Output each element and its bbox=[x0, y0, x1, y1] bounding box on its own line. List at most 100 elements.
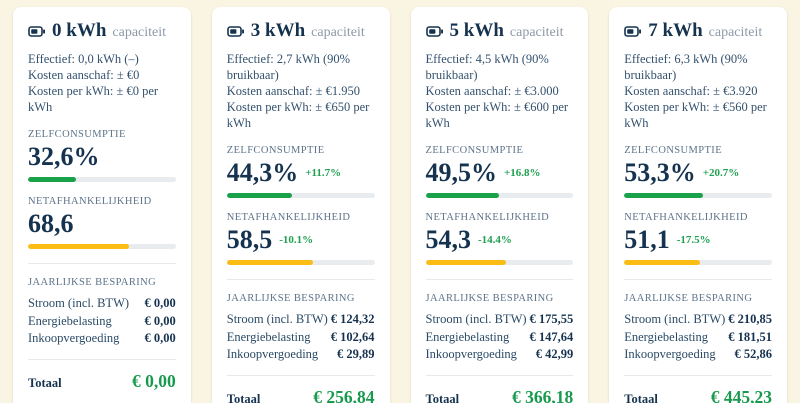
inkoopvergoeding-row: Inkoopvergoeding € 42,99 bbox=[426, 347, 574, 363]
inkoopvergoeding-label: Inkoopvergoeding bbox=[425, 347, 517, 361]
stroom-label: Stroom (incl. BTW) bbox=[226, 312, 328, 326]
effectief-line: Effectief: 6,3 kWh (90% bruikbaar) bbox=[624, 52, 748, 82]
capacity-card-0kwh: 0 kWh capaciteit Effectief: 0,0 kWh (–) … bbox=[13, 7, 191, 403]
energiebelasting-row: Energiebelasting € 147,64 bbox=[426, 330, 574, 346]
netafhankelijkheid-label: NETAFHANKELIJKHEID bbox=[226, 212, 351, 223]
inkoopvergoeding-row: Inkoopvergoeding € 0,00 bbox=[28, 331, 176, 347]
card-header: 0 kWh capaciteit bbox=[28, 20, 176, 42]
zelfconsumptie-label: ZELFCONSUMPTIE bbox=[624, 145, 723, 156]
jaarlijkse-besparing-label: JAARLIJKSE BESPARING bbox=[28, 277, 157, 288]
capacity-card-7kwh: 7 kWh capaciteit Effectief: 6,3 kWh (90%… bbox=[609, 7, 787, 403]
card-header: 3 kWh capaciteit bbox=[226, 20, 375, 42]
zelfconsumptie-label: ZELFCONSUMPTIE bbox=[425, 145, 524, 156]
stroom-label: Stroom (incl. BTW) bbox=[28, 296, 130, 310]
stroom-value: € 124,32 bbox=[330, 312, 375, 326]
stroom-value: € 210,85 bbox=[728, 312, 772, 326]
capacity-card-5kwh: 5 kWh capaciteit Effectief: 4,5 kWh (90%… bbox=[410, 7, 589, 403]
stroom-row: Stroom (incl. BTW) € 210,85 bbox=[624, 312, 772, 328]
netafhankelijkheid-progress-bar bbox=[624, 260, 772, 265]
stroom-label: Stroom (incl. BTW) bbox=[425, 312, 527, 326]
netafhankelijkheid-value: 51,1 bbox=[624, 225, 670, 254]
zelfconsumptie-progress-bar bbox=[624, 193, 772, 198]
energiebelasting-row: Energiebelasting € 0,00 bbox=[28, 314, 176, 330]
totaal-label: Totaal bbox=[226, 391, 261, 403]
totaal-label: Totaal bbox=[425, 391, 460, 403]
netafhankelijkheid-value: 68,6 bbox=[28, 209, 74, 238]
effectief-line: Effectief: 4,5 kWh (90% bruikbaar) bbox=[425, 52, 549, 82]
stroom-value: € 0,00 bbox=[144, 296, 176, 310]
totaal-value: € 445,23 bbox=[710, 386, 772, 403]
divider bbox=[425, 279, 574, 280]
stroom-row: Stroom (incl. BTW) € 0,00 bbox=[28, 296, 176, 312]
card-header: 5 kWh capaciteit bbox=[425, 20, 574, 42]
netafhankelijkheid-delta: -10.1% bbox=[279, 234, 314, 246]
kosten-aanschaf-line: Kosten aanschaf: ± €1.950 bbox=[226, 84, 360, 98]
totaal-row: Totaal € 0,00 bbox=[28, 371, 176, 392]
zelfconsumptie-value: 53,3% bbox=[624, 158, 696, 187]
totaal-row: Totaal € 445,23 bbox=[624, 387, 772, 403]
zelfconsumptie-label: ZELFCONSUMPTIE bbox=[28, 129, 126, 140]
inkoopvergoeding-value: € 52,86 bbox=[734, 347, 773, 361]
divider bbox=[226, 374, 375, 376]
divider bbox=[425, 374, 574, 376]
netafhankelijkheid-value: 54,3 bbox=[425, 225, 472, 254]
kosten-per-kwh-line: Kosten per kWh: ± €560 per kWh bbox=[624, 100, 767, 130]
battery-icon bbox=[624, 25, 643, 37]
kosten-aanschaf-line: Kosten aanschaf: ± €3.000 bbox=[425, 84, 559, 98]
capacity-suffix: capaciteit bbox=[509, 25, 564, 40]
zelfconsumptie-value: 32,6% bbox=[28, 142, 100, 171]
netafhankelijkheid-delta: -14.4% bbox=[478, 234, 512, 246]
capacity-suffix: capaciteit bbox=[311, 25, 365, 40]
inkoopvergoeding-value: € 0,00 bbox=[144, 331, 176, 345]
energiebelasting-value: € 181,51 bbox=[728, 329, 772, 344]
zelfconsumptie-progress-bar bbox=[425, 193, 574, 198]
zelfconsumptie-delta: +20.7% bbox=[702, 167, 740, 179]
battery-icon bbox=[28, 25, 46, 37]
netafhankelijkheid-label: NETAFHANKELIJKHEID bbox=[28, 196, 152, 207]
kosten-per-kwh-line: Kosten per kWh: ± €650 per kWh bbox=[226, 100, 370, 130]
energiebelasting-label: Energiebelasting bbox=[226, 329, 311, 344]
effectief-line: Effectief: 2,7 kWh (90% bruikbaar) bbox=[226, 52, 351, 82]
totaal-row: Totaal € 256,84 bbox=[227, 387, 375, 403]
stroom-value: € 175,55 bbox=[529, 312, 574, 326]
zelfconsumptie-delta: +16.8% bbox=[504, 167, 541, 179]
netafhankelijkheid-value: 58,5 bbox=[226, 225, 273, 254]
stroom-label: Stroom (incl. BTW) bbox=[624, 312, 726, 326]
totaal-value: € 256,84 bbox=[313, 386, 375, 403]
zelfconsumptie-value: 49,5% bbox=[425, 158, 498, 187]
capacity-card-3kwh: 3 kWh capaciteit Effectief: 2,7 kWh (90%… bbox=[211, 7, 390, 403]
totaal-value: € 0,00 bbox=[132, 370, 176, 391]
kosten-aanschaf-line: Kosten aanschaf: ± €0 bbox=[28, 68, 140, 82]
totaal-label: Totaal bbox=[624, 391, 658, 403]
stroom-row: Stroom (incl. BTW) € 124,32 bbox=[227, 312, 375, 328]
netafhankelijkheid-label: NETAFHANKELIJKHEID bbox=[425, 212, 550, 223]
kosten-aanschaf-line: Kosten aanschaf: ± €3.920 bbox=[624, 84, 758, 98]
totaal-row: Totaal € 366,18 bbox=[426, 387, 574, 403]
divider bbox=[28, 358, 176, 360]
zelfconsumptie-progress-bar bbox=[226, 193, 375, 198]
inkoopvergoeding-row: Inkoopvergoeding € 52,86 bbox=[624, 347, 772, 363]
totaal-value: € 366,18 bbox=[512, 386, 574, 403]
jaarlijkse-besparing-label: JAARLIJKSE BESPARING bbox=[624, 293, 753, 304]
capacity-value: 7 kWh bbox=[648, 20, 703, 41]
card-header: 7 kWh capaciteit bbox=[624, 20, 772, 42]
energiebelasting-row: Energiebelasting € 181,51 bbox=[624, 330, 772, 346]
effectief-line: Effectief: 0,0 kWh (–) bbox=[28, 52, 139, 66]
battery-icon bbox=[425, 25, 444, 37]
jaarlijkse-besparing-label: JAARLIJKSE BESPARING bbox=[425, 293, 554, 304]
capacity-value: 0 kWh bbox=[52, 20, 107, 41]
stroom-row: Stroom (incl. BTW) € 175,55 bbox=[426, 312, 574, 328]
zelfconsumptie-delta: +11.7% bbox=[305, 167, 342, 179]
energiebelasting-label: Energiebelasting bbox=[624, 329, 709, 344]
zelfconsumptie-progress-bar bbox=[28, 177, 176, 182]
netafhankelijkheid-progress-bar bbox=[28, 244, 176, 249]
energiebelasting-value: € 147,64 bbox=[529, 329, 574, 344]
energiebelasting-value: € 0,00 bbox=[144, 313, 176, 328]
divider bbox=[226, 279, 375, 280]
divider bbox=[624, 279, 772, 280]
capacity-value: 3 kWh bbox=[250, 20, 306, 41]
capacity-value: 5 kWh bbox=[449, 20, 504, 41]
netafhankelijkheid-delta: -17.5% bbox=[676, 234, 711, 246]
jaarlijkse-besparing-label: JAARLIJKSE BESPARING bbox=[226, 293, 355, 304]
